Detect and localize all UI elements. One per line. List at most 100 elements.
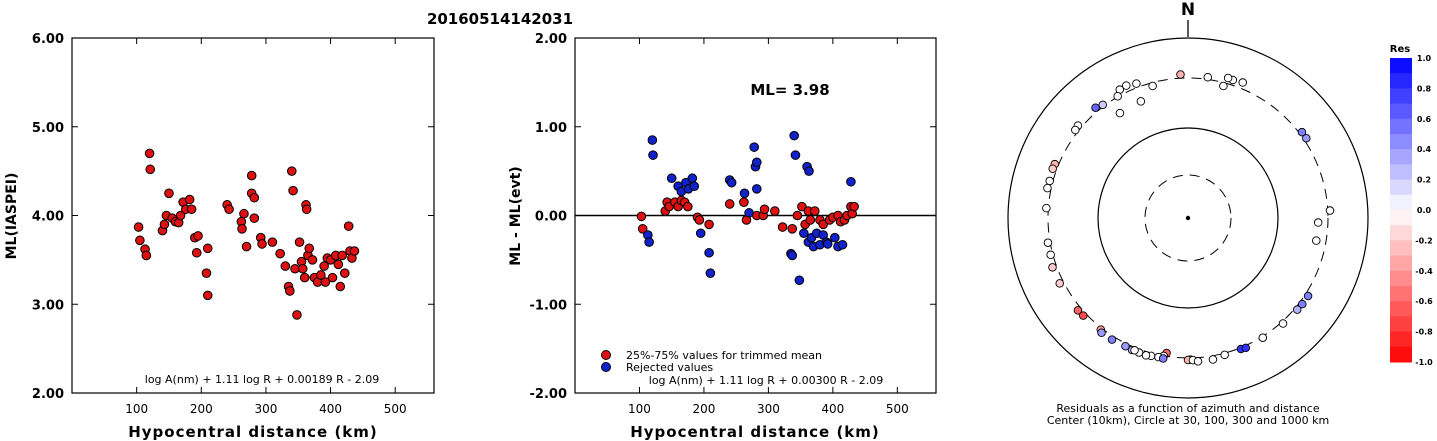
data-point: [286, 166, 297, 176]
y-tick-label: 4.00: [32, 210, 64, 225]
data-point: [687, 173, 698, 184]
x-tick-label: 300: [254, 402, 277, 416]
data-point: [246, 170, 257, 181]
data-point: [224, 204, 234, 215]
data-point: [202, 290, 213, 301]
station-point: [1298, 299, 1307, 309]
data-point: [275, 248, 285, 259]
data-point: [792, 210, 803, 221]
station-point: [1238, 78, 1247, 87]
data-point: [695, 228, 706, 239]
data-point: [705, 268, 716, 278]
data-point: [694, 215, 705, 225]
colorbar-tick-label: 0.8: [1417, 84, 1432, 93]
colorbar-title: Res: [1390, 44, 1410, 55]
station-point: [1115, 108, 1125, 118]
station-point: [1219, 81, 1228, 91]
data-point: [787, 224, 798, 234]
data-point: [704, 219, 714, 230]
data-point: [770, 206, 780, 216]
data-point: [135, 235, 145, 246]
data-point: [184, 194, 195, 205]
station-point: [1223, 73, 1233, 83]
station-point: [1121, 342, 1130, 351]
polar-stations: [1042, 70, 1335, 366]
data-point: [304, 243, 315, 254]
colorbar-swatch: [1390, 118, 1412, 135]
data-point: [141, 250, 152, 261]
data-point: [790, 150, 801, 160]
station-point: [1158, 354, 1168, 363]
station-point: [1313, 218, 1323, 227]
station-point: [1079, 311, 1088, 320]
data-point: [343, 221, 354, 231]
data-point: [683, 201, 693, 212]
data-point: [822, 239, 833, 249]
data-point: [333, 259, 344, 270]
middle-x-ticks: 100 200 300 400 500: [628, 38, 909, 416]
data-point: [159, 219, 170, 230]
middle-y-ticks: -2.00 -1.00 0.00 1.00 2.00: [530, 32, 936, 402]
station-point: [1046, 250, 1055, 260]
outer-circle-1000km: [1007, 37, 1369, 399]
left-x-ticks: 100 200 300 400 500: [125, 38, 407, 416]
station-point: [1241, 343, 1251, 353]
x-tick-label: 500: [886, 402, 909, 416]
y-tick-label: 2.00: [535, 32, 567, 47]
x-tick-label: 100: [628, 402, 651, 416]
station-point: [1055, 279, 1064, 288]
colorbar-swatch: [1390, 225, 1412, 241]
data-point: [744, 208, 754, 218]
y-tick-label: 2.00: [32, 387, 64, 402]
data-point: [307, 255, 318, 265]
data-point: [339, 268, 350, 278]
x-tick-label: 300: [757, 402, 780, 416]
data-point: [739, 197, 749, 207]
data-point: [239, 208, 249, 219]
station-point: [1045, 176, 1054, 186]
station-point: [1303, 291, 1313, 301]
data-point: [335, 281, 346, 292]
data-point: [846, 176, 856, 187]
data-point: [804, 166, 814, 176]
colorbar-tick-label: -0.6: [1415, 297, 1433, 306]
data-point: [739, 188, 750, 199]
data-point: [636, 211, 647, 222]
data-point: [288, 185, 298, 196]
data-point: [724, 199, 735, 209]
data-point: [794, 275, 805, 286]
station-point: [1136, 97, 1146, 106]
legend-marker-trimmed: [601, 350, 611, 360]
station-point: [1107, 335, 1117, 344]
middle-points: [636, 130, 859, 286]
x-tick-label: 200: [692, 402, 715, 416]
middle-y-axis-label: ML - ML(evt): [508, 166, 524, 265]
data-point: [818, 219, 828, 230]
x-tick-label: 400: [821, 402, 844, 416]
polar-chart: N Residuals as a function of azimuth and…: [1007, 0, 1369, 427]
station-point: [1258, 333, 1268, 342]
ml-annotation: ML= 3.98: [750, 81, 829, 99]
colorbar-tick-label: 1.0: [1417, 54, 1432, 63]
data-point: [726, 177, 737, 188]
data-point: [249, 192, 260, 203]
x-tick-label: 200: [190, 402, 213, 416]
station-point: [1130, 346, 1139, 355]
data-point: [810, 206, 820, 216]
station-point: [1071, 125, 1080, 135]
data-point: [829, 232, 840, 243]
station-point: [1325, 206, 1335, 215]
colorbar-swatch: [1390, 58, 1412, 74]
colorbar-swatch: [1390, 210, 1412, 226]
data-point: [267, 237, 278, 247]
center-point: [1185, 215, 1191, 221]
data-point: [749, 142, 760, 152]
colorbar-swatch: [1390, 73, 1412, 89]
data-point: [202, 243, 213, 254]
colorbar-swatch: [1390, 240, 1412, 257]
data-point: [144, 148, 155, 159]
station-point: [1302, 133, 1311, 143]
colorbar-swatch: [1390, 149, 1412, 165]
station-point: [1148, 81, 1157, 91]
colorbar-swatch: [1390, 103, 1412, 120]
